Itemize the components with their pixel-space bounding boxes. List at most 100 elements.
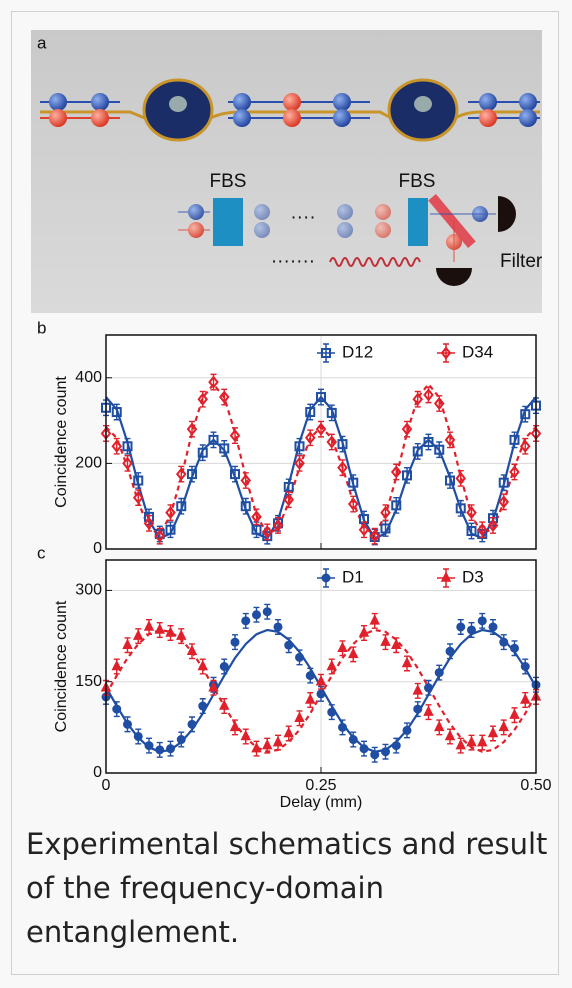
ellipsis: ···· xyxy=(290,207,315,228)
marker xyxy=(509,434,520,445)
marker xyxy=(348,735,358,745)
marker xyxy=(251,510,262,524)
error-bar xyxy=(425,433,432,451)
marker xyxy=(112,704,122,714)
error-bar xyxy=(328,404,335,422)
marker xyxy=(272,735,284,747)
error-bar xyxy=(339,435,346,453)
error-bar xyxy=(350,474,357,492)
legend-errorbar xyxy=(317,343,335,363)
marker xyxy=(166,744,175,754)
legend-label: D1 xyxy=(342,567,364,586)
marker xyxy=(327,707,337,717)
marker xyxy=(390,465,402,479)
marker xyxy=(476,523,488,537)
marker xyxy=(434,444,445,455)
marker xyxy=(520,409,531,420)
legend-label: D34 xyxy=(462,342,493,361)
marker xyxy=(241,616,251,626)
marker xyxy=(412,392,424,406)
marker xyxy=(186,422,198,436)
error-bar xyxy=(307,403,314,421)
marker xyxy=(197,659,208,671)
marker xyxy=(509,465,520,479)
marker xyxy=(466,735,477,747)
marker xyxy=(251,524,262,535)
marker xyxy=(176,629,187,640)
marker xyxy=(455,471,467,485)
error-bar xyxy=(393,496,400,514)
marker xyxy=(326,435,338,449)
marker xyxy=(520,662,530,671)
marker xyxy=(445,646,455,656)
marker xyxy=(132,491,144,505)
marker xyxy=(240,729,251,741)
marker xyxy=(402,725,412,735)
marker xyxy=(305,671,315,681)
marker xyxy=(455,503,466,514)
marker xyxy=(509,708,520,719)
marker xyxy=(197,392,209,406)
marker xyxy=(423,705,434,716)
marker xyxy=(445,475,455,486)
marker xyxy=(230,469,240,480)
marker xyxy=(412,684,423,695)
error-bar xyxy=(189,465,195,483)
y-tick-label: 300 xyxy=(75,582,102,599)
schematic-background xyxy=(31,30,542,313)
fbs-label: FBS xyxy=(210,171,247,192)
marker xyxy=(155,745,165,755)
marker xyxy=(272,518,284,533)
ellipsis: ······· xyxy=(271,251,315,272)
beam-splitters xyxy=(213,194,476,248)
marker xyxy=(487,726,499,738)
figure: FBS FBS Filter ···· ······· a 0 200 400 D12… xyxy=(31,30,552,811)
marker xyxy=(218,390,230,404)
axes-frame xyxy=(105,559,537,774)
error-bar xyxy=(178,497,185,515)
caption: Experimental schematics and result of th… xyxy=(26,827,548,949)
marker xyxy=(455,738,466,750)
marker xyxy=(321,573,331,583)
marker xyxy=(423,437,434,447)
marker xyxy=(369,529,381,543)
marker xyxy=(111,659,122,671)
marker xyxy=(519,439,531,453)
marker xyxy=(370,750,380,760)
marker xyxy=(337,461,348,475)
marker xyxy=(219,443,230,454)
marker xyxy=(165,626,176,637)
marker xyxy=(380,523,391,534)
marker xyxy=(337,641,348,652)
marker xyxy=(520,693,531,704)
marker xyxy=(359,744,369,754)
marker xyxy=(347,497,359,511)
marker xyxy=(412,446,423,457)
marker xyxy=(176,735,186,745)
ring-resonators xyxy=(142,78,459,142)
y-tick-label: 400 xyxy=(75,369,102,386)
y-axis-label: Coincidence count xyxy=(53,600,70,732)
marker xyxy=(143,620,155,631)
marker xyxy=(316,392,326,403)
marker xyxy=(498,720,509,732)
marker xyxy=(424,683,433,693)
fbs-label: FBS xyxy=(399,171,436,192)
y-tick-label: 0 xyxy=(93,764,102,781)
lower-photons xyxy=(178,204,496,262)
marker xyxy=(187,719,197,729)
marker xyxy=(230,637,240,647)
error-bar xyxy=(232,465,238,483)
panel-label: c xyxy=(37,543,46,562)
schematic: FBS FBS Filter ···· ······· a xyxy=(31,30,543,313)
marker xyxy=(456,622,466,632)
marker xyxy=(444,433,456,447)
marker xyxy=(402,470,412,481)
marker xyxy=(262,738,273,750)
legend-label: D3 xyxy=(462,567,484,586)
marker xyxy=(369,614,380,625)
marker xyxy=(294,441,305,452)
marker xyxy=(304,431,316,445)
marker xyxy=(466,506,477,520)
marker xyxy=(433,396,445,411)
